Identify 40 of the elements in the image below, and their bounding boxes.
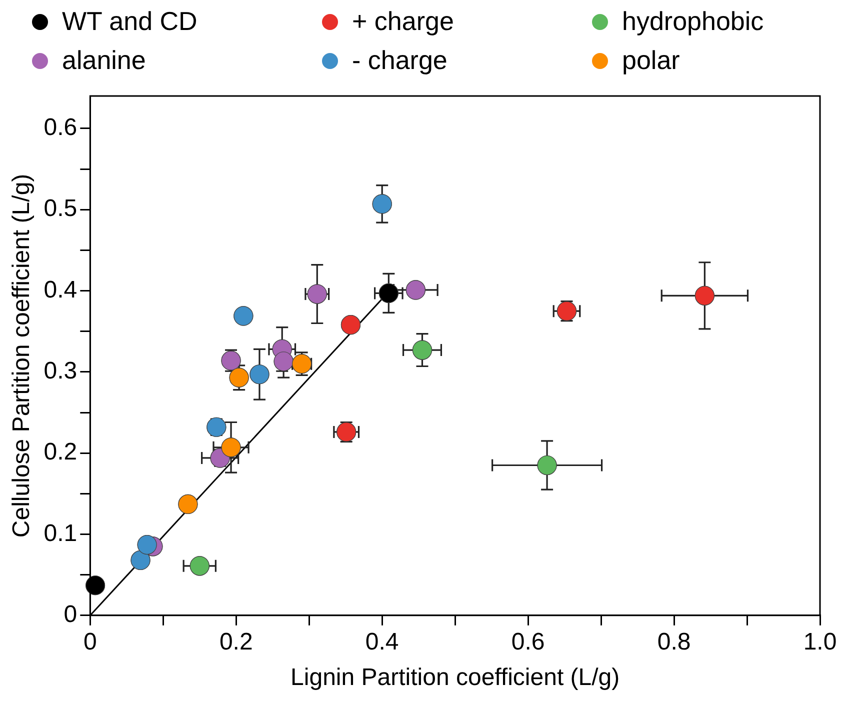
y-tick-label: 0.1 [44, 520, 78, 547]
point [137, 534, 157, 555]
point [206, 417, 226, 437]
y-axis-title: Cellulose Partition coefficient (L/g) [8, 174, 36, 538]
point [372, 194, 392, 214]
point [85, 576, 106, 596]
point [178, 494, 198, 514]
x-tick-label: 0.2 [219, 628, 253, 656]
x-tick-label: 0.8 [657, 628, 691, 656]
legend-label: polar [622, 45, 680, 76]
point [412, 340, 432, 360]
point [234, 306, 254, 326]
y-tick-label: 0.6 [44, 114, 78, 142]
y-tick-label: 0 [64, 601, 78, 628]
x-tick-label: 0.6 [511, 628, 545, 656]
legend-label: hydrophobic [622, 6, 764, 37]
point [274, 352, 294, 372]
legend-label: alanine [62, 45, 146, 76]
point [378, 283, 398, 304]
point [694, 286, 714, 306]
point [221, 438, 241, 458]
x-axis-title: Lignin Partition coefficient (L/g) [290, 664, 620, 692]
y-tick-label: 0.4 [44, 276, 78, 304]
point [250, 364, 270, 384]
point [221, 350, 241, 370]
point [537, 455, 557, 476]
y-tick-label: 0.5 [44, 195, 78, 222]
x-tick-label: 0.4 [365, 628, 399, 656]
x-tick-label: 0 [83, 628, 97, 656]
point [340, 315, 361, 335]
point [406, 280, 426, 300]
point [190, 556, 210, 576]
legend-label: - charge [352, 45, 448, 76]
legend-label: WT and CD [62, 6, 198, 37]
y-tick-label: 0.2 [44, 438, 78, 466]
y-tick-label: 0.3 [44, 358, 78, 385]
legend-label: + charge [352, 6, 454, 37]
x-tick-label: 1.0 [803, 628, 837, 656]
point [229, 368, 249, 388]
point [130, 550, 150, 570]
